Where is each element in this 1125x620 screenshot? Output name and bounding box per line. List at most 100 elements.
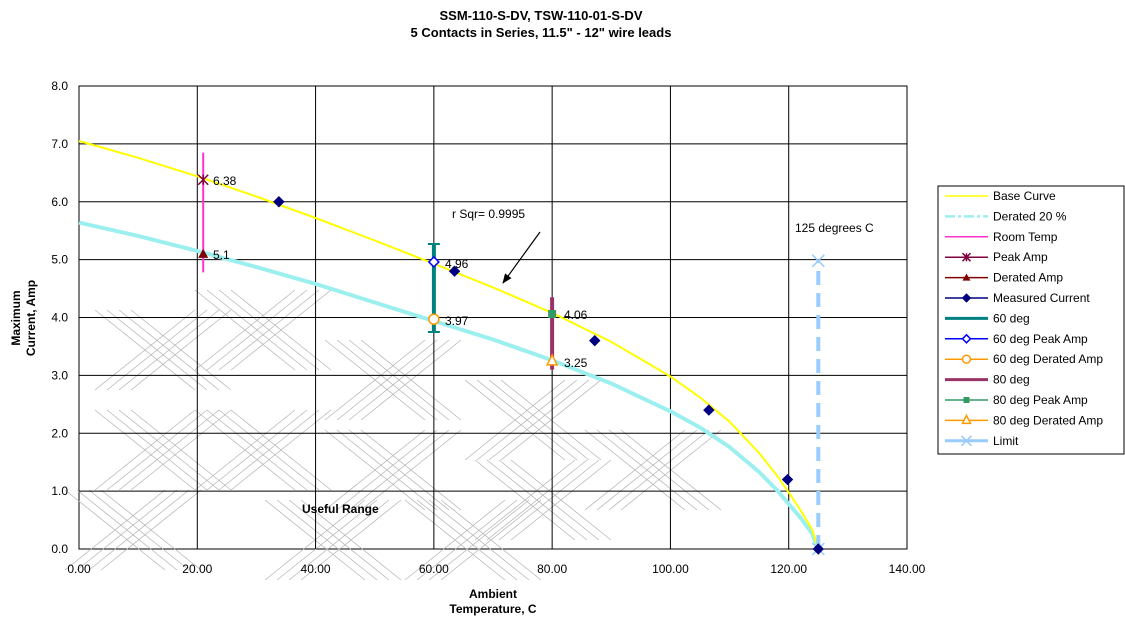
hatch-line	[206, 289, 308, 371]
legend-item-derated-20: Derated 20 %	[945, 209, 1067, 223]
legend-marker	[961, 333, 972, 344]
data-point-60-deg-peak-amp	[427, 255, 440, 269]
y-axis-ticks: 0.0 1.0 2.0 3.0 4.0 5.0 6.0 7.0 8.0	[51, 79, 68, 556]
data-point-derated-amp	[198, 248, 209, 258]
hatch-line	[416, 499, 518, 581]
annotation-496: 4.96	[445, 257, 469, 271]
y-tick-label: 7.0	[51, 137, 68, 151]
hatch-line	[106, 309, 208, 391]
legend-item-base-curve: Base Curve	[945, 189, 1056, 203]
hatch-line	[486, 459, 588, 541]
legend-item-80-deg: 80 deg	[945, 373, 1030, 387]
annotation-406: 4.06	[564, 308, 588, 322]
x-tick-label: 20.00	[182, 562, 212, 576]
data-point-80-deg-peak-amp	[548, 310, 557, 319]
hatch-line	[510, 459, 612, 541]
hatch-line	[206, 409, 308, 491]
annotation-397: 3.97	[445, 314, 469, 328]
legend-marker	[961, 293, 972, 303]
legend-label: Room Temp	[993, 230, 1058, 244]
hatch-line	[440, 499, 542, 581]
chart-title-line1: SSM-110-S-DV, TSW-110-01-S-DV	[440, 8, 643, 23]
hatch-line	[106, 409, 208, 491]
hatch-line	[118, 309, 220, 391]
legend-label: Measured Current	[993, 291, 1090, 305]
x-tick-label: 140.00	[889, 562, 926, 576]
useful-range-hatching	[64, 289, 722, 581]
annotation-useful-range: Useful Range	[302, 502, 379, 516]
hatch-line	[428, 499, 530, 581]
legend-item-80-deg-peak-amp: 80 deg Peak Amp	[945, 393, 1088, 407]
legend-marker	[961, 354, 972, 364]
hatch-line	[464, 379, 566, 461]
legend-label: Peak Amp	[993, 250, 1048, 264]
data-point-measured-current	[703, 404, 715, 416]
hatch-line	[348, 429, 450, 511]
x-tick-label: 0.00	[67, 562, 91, 576]
series-layer	[78, 140, 825, 556]
legend-item-60-deg: 60 deg	[945, 311, 1030, 325]
data-point-measured-current	[448, 265, 461, 277]
series-derated-20	[78, 220, 821, 550]
hatch-line	[300, 499, 402, 581]
y-tick-label: 2.0	[51, 426, 68, 440]
legend-marker	[963, 397, 970, 403]
legend-item-measured-current: Measured Current	[945, 291, 1090, 305]
annotation-51: 5.1	[213, 248, 230, 262]
hatch-line	[276, 499, 378, 581]
hatch-line	[348, 339, 450, 421]
hatch-line	[608, 429, 710, 511]
series-base-curve	[78, 140, 820, 550]
y-tick-label: 5.0	[51, 253, 68, 267]
rsqr-arrow	[502, 231, 541, 284]
hatch-line	[64, 489, 166, 571]
legend-item-60-deg-peak-amp: 60 deg Peak Amp	[945, 332, 1088, 346]
x-axis-label-line1: Ambient	[469, 587, 517, 601]
legend-box	[937, 185, 1125, 455]
grid-lines	[79, 86, 907, 549]
legend: Base Curve Derated 20 % Room Temp Peak Amp D…	[945, 189, 1103, 448]
annotation-325: 3.25	[564, 356, 588, 370]
annotation-limit: 125 degrees C	[795, 221, 874, 235]
hatch-line	[218, 409, 320, 491]
data-point-measured-current	[589, 334, 601, 347]
legend-label: 60 deg Derated Amp	[993, 352, 1103, 366]
hatch-line	[360, 339, 462, 421]
hatch-line	[118, 409, 220, 491]
legend-marker	[962, 273, 971, 281]
legend-label: 80 deg Derated Amp	[993, 413, 1103, 427]
hatch-line	[194, 289, 296, 371]
legend-item-80-deg-derated-amp: 80 deg Derated Amp	[945, 413, 1103, 427]
legend-item-derated-amp: Derated Amp	[945, 271, 1063, 285]
hatch-line	[620, 429, 722, 511]
legend-label: Derated 20 %	[993, 209, 1067, 223]
annotation-rsqr: r Sqr= 0.9995	[452, 207, 525, 221]
hatch-line	[324, 339, 426, 421]
hatch-line	[488, 379, 590, 461]
legend-item-limit: Limit	[945, 434, 1019, 448]
y-tick-label: 6.0	[51, 195, 68, 209]
hatch-line	[336, 429, 438, 511]
hatch-line	[476, 379, 578, 461]
hatch-line	[288, 499, 390, 581]
annotation-638: 6.38	[213, 174, 237, 188]
y-tick-label: 1.0	[51, 484, 68, 498]
hatch-line	[584, 429, 686, 511]
hatch-line	[194, 409, 296, 491]
hatch-line	[360, 429, 462, 511]
hatch-line	[130, 409, 232, 491]
hatch-line	[94, 409, 196, 491]
legend-label: Limit	[993, 434, 1019, 448]
legend-item-room-temp: Room Temp	[945, 230, 1058, 244]
y-axis-label-line2: Current, Amp	[24, 280, 38, 356]
legend-label: 80 deg	[993, 373, 1030, 387]
y-tick-label: 8.0	[51, 79, 68, 93]
x-tick-label: 40.00	[301, 562, 331, 576]
y-tick-label: 4.0	[51, 311, 68, 325]
y-tick-label: 3.0	[51, 368, 68, 382]
legend-label: Derated Amp	[993, 271, 1063, 285]
x-tick-label: 60.00	[419, 562, 449, 576]
legend-label: Base Curve	[993, 189, 1056, 203]
series-limit-marker	[811, 254, 825, 268]
